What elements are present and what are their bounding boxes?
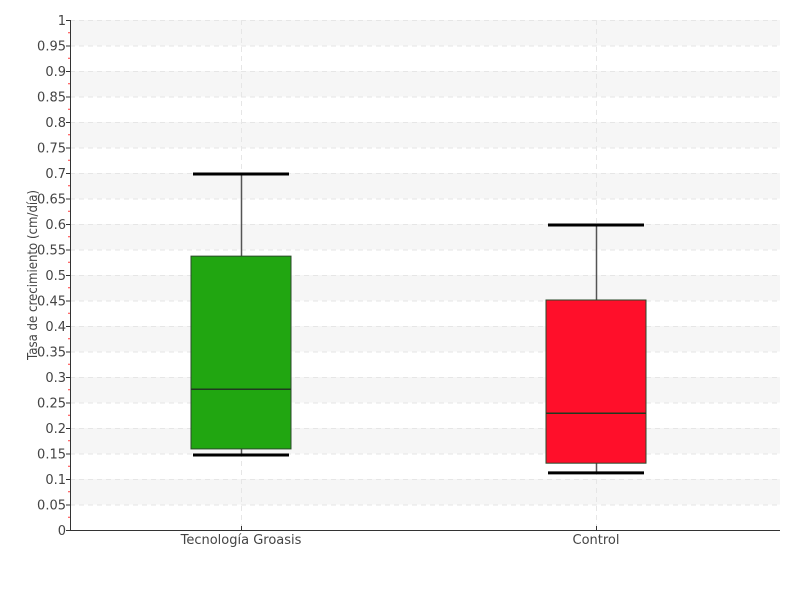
y-tick-label: 0.8 (45, 116, 66, 131)
grid-band (71, 377, 780, 403)
grid-band (71, 20, 780, 46)
y-tick-label: 0.55 (37, 244, 66, 259)
y-tick-label: 0.35 (37, 346, 66, 361)
box (190, 255, 292, 450)
y-tick-label: 0.1 (45, 473, 66, 488)
grid-band (71, 224, 780, 250)
grid-band (71, 173, 780, 199)
y-tick-label: 0.05 (37, 499, 66, 514)
axes: 0 0.05 0.1 0.15 0.2 0.25 0.3 0.35 0.4 0.45 0.5 0.55… (37, 14, 780, 548)
grid (70, 20, 780, 531)
grid-band (71, 122, 780, 148)
grid-band (71, 479, 780, 505)
boxes (190, 172, 647, 475)
y-tick-label: 0.3 (45, 371, 66, 386)
grid-band (71, 428, 780, 454)
x-tick-label: Tecnología Groasis (180, 533, 302, 548)
grid-band (71, 71, 780, 97)
y-tick-label: 0.9 (45, 65, 66, 80)
y-tick-label: 0.95 (37, 40, 66, 55)
y-tick-label: 0 (58, 524, 66, 539)
grid-band (71, 275, 780, 301)
y-tick-label: 0.6 (45, 218, 66, 233)
y-tick-label: 0.4 (45, 320, 66, 335)
y-tick-label: 0.7 (45, 167, 66, 182)
y-tick-label: 0.75 (37, 142, 66, 157)
y-tick-label: 0.2 (45, 422, 66, 437)
y-axis-label: Tasa de crecimiento (cm/día) (26, 190, 41, 361)
y-tick-label: 0.15 (37, 448, 66, 463)
y-tick-label: 1 (58, 14, 66, 29)
y-tick-label: 0.25 (37, 397, 66, 412)
grid-band (71, 326, 780, 352)
y-tick-label: 0.65 (37, 193, 66, 208)
y-tick-label: 0.85 (37, 91, 66, 106)
y-tick-label: 0.5 (45, 269, 66, 284)
box (545, 299, 647, 464)
y-tick-label: 0.45 (37, 295, 66, 310)
x-tick-label: Control (573, 533, 620, 548)
